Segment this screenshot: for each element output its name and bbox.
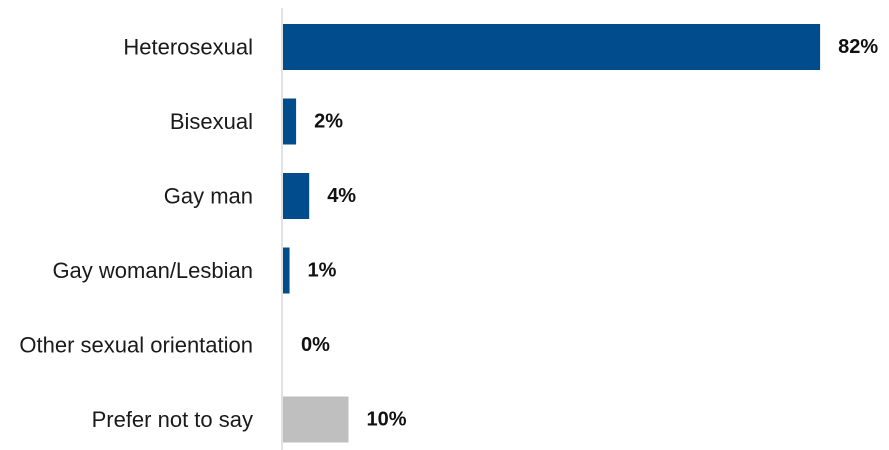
value-label-2: 4% <box>327 185 356 207</box>
category-label-3: Gay woman/Lesbian <box>52 258 253 283</box>
category-label-0: Heterosexual <box>123 35 253 60</box>
category-label-2: Gay man <box>164 184 253 209</box>
bar-0 <box>283 24 821 70</box>
bar-1 <box>283 98 297 145</box>
value-label-5: 10% <box>367 409 407 431</box>
category-label-4: Other sexual orientation <box>19 333 253 358</box>
value-label-4: 0% <box>301 334 330 356</box>
category-labels-group: Heterosexual Bisexual Gay man Gay woman/Les… <box>19 35 253 433</box>
bar-3 <box>283 247 290 294</box>
category-label-1: Bisexual <box>170 109 253 134</box>
value-label-3: 1% <box>308 260 337 282</box>
bar-5 <box>283 396 349 443</box>
category-label-5: Prefer not to say <box>92 407 253 432</box>
bars-group <box>283 24 821 443</box>
value-labels-group: 82% 2% 4% 1% 0% 10% <box>301 36 878 431</box>
value-label-1: 2% <box>314 111 343 133</box>
bar-2 <box>283 173 310 219</box>
value-label-0: 82% <box>838 36 878 58</box>
